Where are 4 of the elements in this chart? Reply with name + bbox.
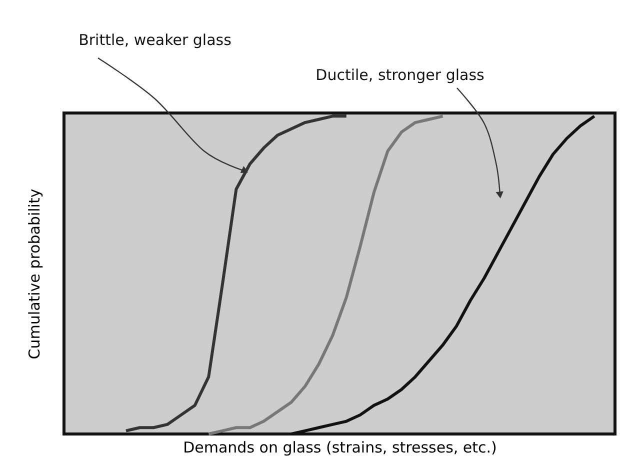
- text: Ductile, stronger glass: [316, 66, 485, 84]
- x-axis-title: Demands on glass (strains, stresses, etc.): [183, 438, 497, 456]
- y-axis-title: Cumulative probability: [26, 188, 44, 360]
- text: Brittle, weaker glass: [78, 31, 232, 49]
